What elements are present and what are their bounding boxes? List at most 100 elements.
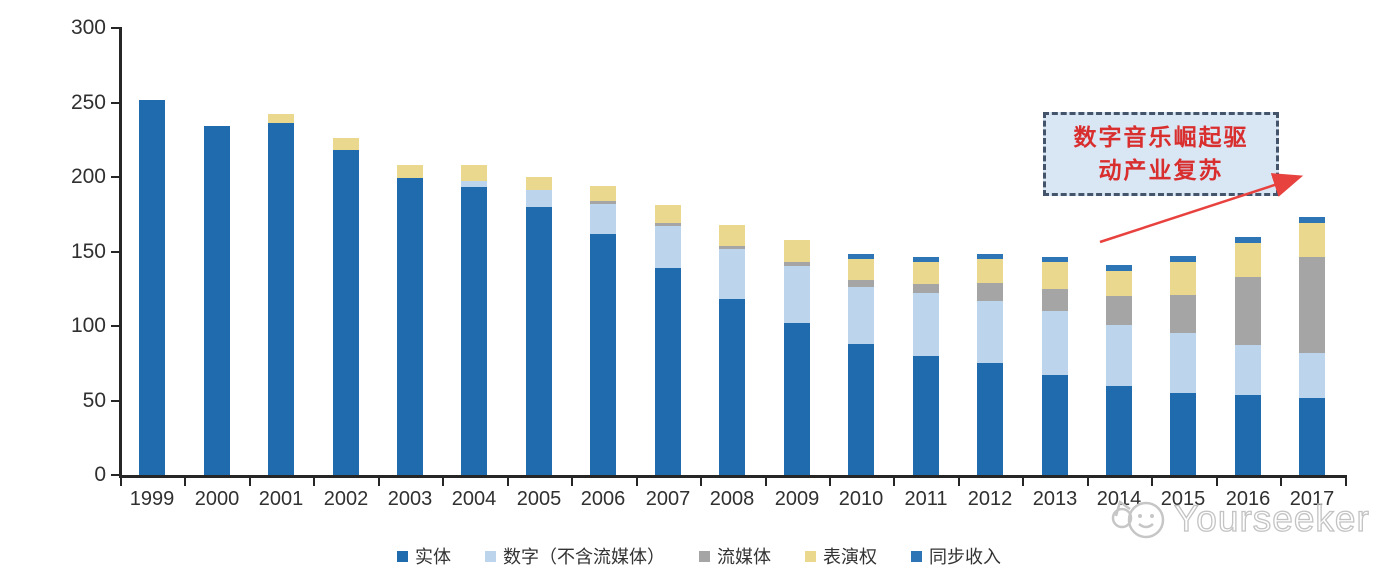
bar-segment-2012-表演权 bbox=[977, 259, 1003, 283]
y-tick-label: 250 bbox=[70, 91, 106, 114]
x-axis-label-2017: 2017 bbox=[1289, 488, 1335, 510]
y-tick bbox=[111, 325, 120, 327]
bar-segment-2008-数字（不含流媒体） bbox=[719, 249, 745, 299]
y-tick bbox=[111, 251, 120, 253]
y-axis-line bbox=[119, 27, 122, 477]
x-tick bbox=[636, 478, 638, 486]
legend-label: 流媒体 bbox=[717, 547, 771, 567]
bar-segment-2014-实体 bbox=[1106, 386, 1132, 475]
bar-segment-2015-表演权 bbox=[1170, 262, 1196, 295]
bar-segment-2013-同步收入 bbox=[1042, 257, 1068, 262]
legend-swatch-icon bbox=[699, 550, 710, 562]
bar-segment-2011-流媒体 bbox=[913, 284, 939, 293]
x-axis-label-2015: 2015 bbox=[1160, 488, 1206, 510]
x-axis-label-2002: 2002 bbox=[323, 488, 369, 510]
y-tick-label: 300 bbox=[70, 16, 106, 39]
bar-segment-2010-流媒体 bbox=[848, 280, 874, 287]
bar-segment-2010-数字（不含流媒体） bbox=[848, 287, 874, 344]
x-tick bbox=[249, 478, 251, 486]
bar-segment-2005-实体 bbox=[526, 207, 552, 475]
bar-segment-2010-表演权 bbox=[848, 259, 874, 280]
bar-segment-2003-实体 bbox=[397, 178, 423, 475]
bar-segment-2017-实体 bbox=[1299, 398, 1325, 475]
x-axis-label-2010: 2010 bbox=[838, 488, 884, 510]
bar-segment-2016-同步收入 bbox=[1235, 237, 1261, 243]
x-tick bbox=[1216, 478, 1218, 486]
y-tick-label: 100 bbox=[70, 314, 106, 337]
legend-item-流媒体: 流媒体 bbox=[699, 543, 771, 569]
bar-segment-2008-流媒体 bbox=[719, 246, 745, 249]
y-tick bbox=[111, 176, 120, 178]
legend-item-实体: 实体 bbox=[397, 543, 451, 569]
x-tick bbox=[120, 478, 122, 486]
legend: 实体 数字（不含流媒体） 流媒体 表演权 同步收入 bbox=[0, 543, 1398, 569]
bar-segment-2006-实体 bbox=[590, 234, 616, 475]
legend-label: 同步收入 bbox=[929, 547, 1001, 567]
legend-swatch-icon bbox=[397, 550, 408, 562]
bar-segment-2003-表演权 bbox=[397, 165, 423, 178]
x-tick bbox=[765, 478, 767, 486]
x-tick bbox=[700, 478, 702, 486]
x-tick bbox=[1087, 478, 1089, 486]
x-tick bbox=[507, 478, 509, 486]
bar-segment-2015-流媒体 bbox=[1170, 295, 1196, 333]
x-axis-label-1999: 1999 bbox=[129, 488, 175, 510]
watermark: Yourseeker bbox=[1108, 496, 1370, 542]
x-axis-label-2016: 2016 bbox=[1225, 488, 1271, 510]
bar-segment-2011-同步收入 bbox=[913, 257, 939, 262]
bar-segment-2009-表演权 bbox=[784, 240, 810, 262]
y-tick-label: 150 bbox=[70, 240, 106, 263]
bar-segment-2006-流媒体 bbox=[590, 201, 616, 204]
bar-segment-2004-实体 bbox=[461, 187, 487, 475]
x-axis-label-2000: 2000 bbox=[194, 488, 240, 510]
bar-segment-2015-数字（不含流媒体） bbox=[1170, 333, 1196, 393]
legend-swatch-icon bbox=[911, 550, 922, 562]
bar-segment-2010-同步收入 bbox=[848, 254, 874, 259]
bar-segment-2010-实体 bbox=[848, 344, 874, 475]
bar-segment-2013-数字（不含流媒体） bbox=[1042, 311, 1068, 375]
bar-segment-2012-数字（不含流媒体） bbox=[977, 301, 1003, 363]
bar-segment-2009-数字（不含流媒体） bbox=[784, 266, 810, 323]
x-tick bbox=[958, 478, 960, 486]
x-tick bbox=[1151, 478, 1153, 486]
bar-segment-2013-实体 bbox=[1042, 375, 1068, 475]
x-axis-label-2011: 2011 bbox=[904, 488, 948, 510]
bar-segment-2012-流媒体 bbox=[977, 283, 1003, 301]
bar-segment-2014-同步收入 bbox=[1106, 265, 1132, 271]
bar-segment-2007-数字（不含流媒体） bbox=[655, 226, 681, 268]
x-tick bbox=[829, 478, 831, 486]
bar-segment-2006-表演权 bbox=[590, 186, 616, 201]
legend-swatch-icon bbox=[485, 550, 496, 562]
annotation-callout: 数字音乐崛起驱 动产业复苏 bbox=[1043, 112, 1279, 196]
x-tick bbox=[571, 478, 573, 486]
bar-segment-2014-流媒体 bbox=[1106, 296, 1132, 325]
bar-segment-2007-表演权 bbox=[655, 205, 681, 223]
bar-segment-2014-表演权 bbox=[1106, 271, 1132, 296]
y-tick bbox=[111, 102, 120, 104]
x-axis-label-2004: 2004 bbox=[451, 488, 497, 510]
x-tick bbox=[442, 478, 444, 486]
bar-segment-2012-实体 bbox=[977, 363, 1003, 475]
bar-segment-2001-实体 bbox=[268, 123, 294, 475]
bar-segment-2004-表演权 bbox=[461, 165, 487, 181]
legend-item-表演权: 表演权 bbox=[805, 543, 877, 569]
bar-segment-2002-表演权 bbox=[333, 138, 359, 150]
bar-segment-2012-同步收入 bbox=[977, 254, 1003, 259]
bar-segment-2006-数字（不含流媒体） bbox=[590, 204, 616, 234]
legend-item-同步收入: 同步收入 bbox=[911, 543, 1001, 569]
legend-label: 表演权 bbox=[823, 547, 877, 567]
y-tick bbox=[111, 400, 120, 402]
x-axis-label-2005: 2005 bbox=[516, 488, 562, 510]
x-axis-label-2009: 2009 bbox=[774, 488, 820, 510]
bar-segment-2017-流媒体 bbox=[1299, 257, 1325, 353]
bar-segment-2001-表演权 bbox=[268, 114, 294, 123]
x-axis-line bbox=[119, 475, 1347, 478]
y-tick-label: 50 bbox=[82, 389, 106, 412]
watermark-brand-text: Yourseeker bbox=[1173, 497, 1370, 539]
bar-segment-2016-实体 bbox=[1235, 395, 1261, 475]
bar-segment-2008-表演权 bbox=[719, 225, 745, 246]
x-tick bbox=[378, 478, 380, 486]
annotation-text-line2: 动产业复苏 bbox=[1098, 157, 1224, 183]
legend-label: 实体 bbox=[415, 547, 451, 567]
